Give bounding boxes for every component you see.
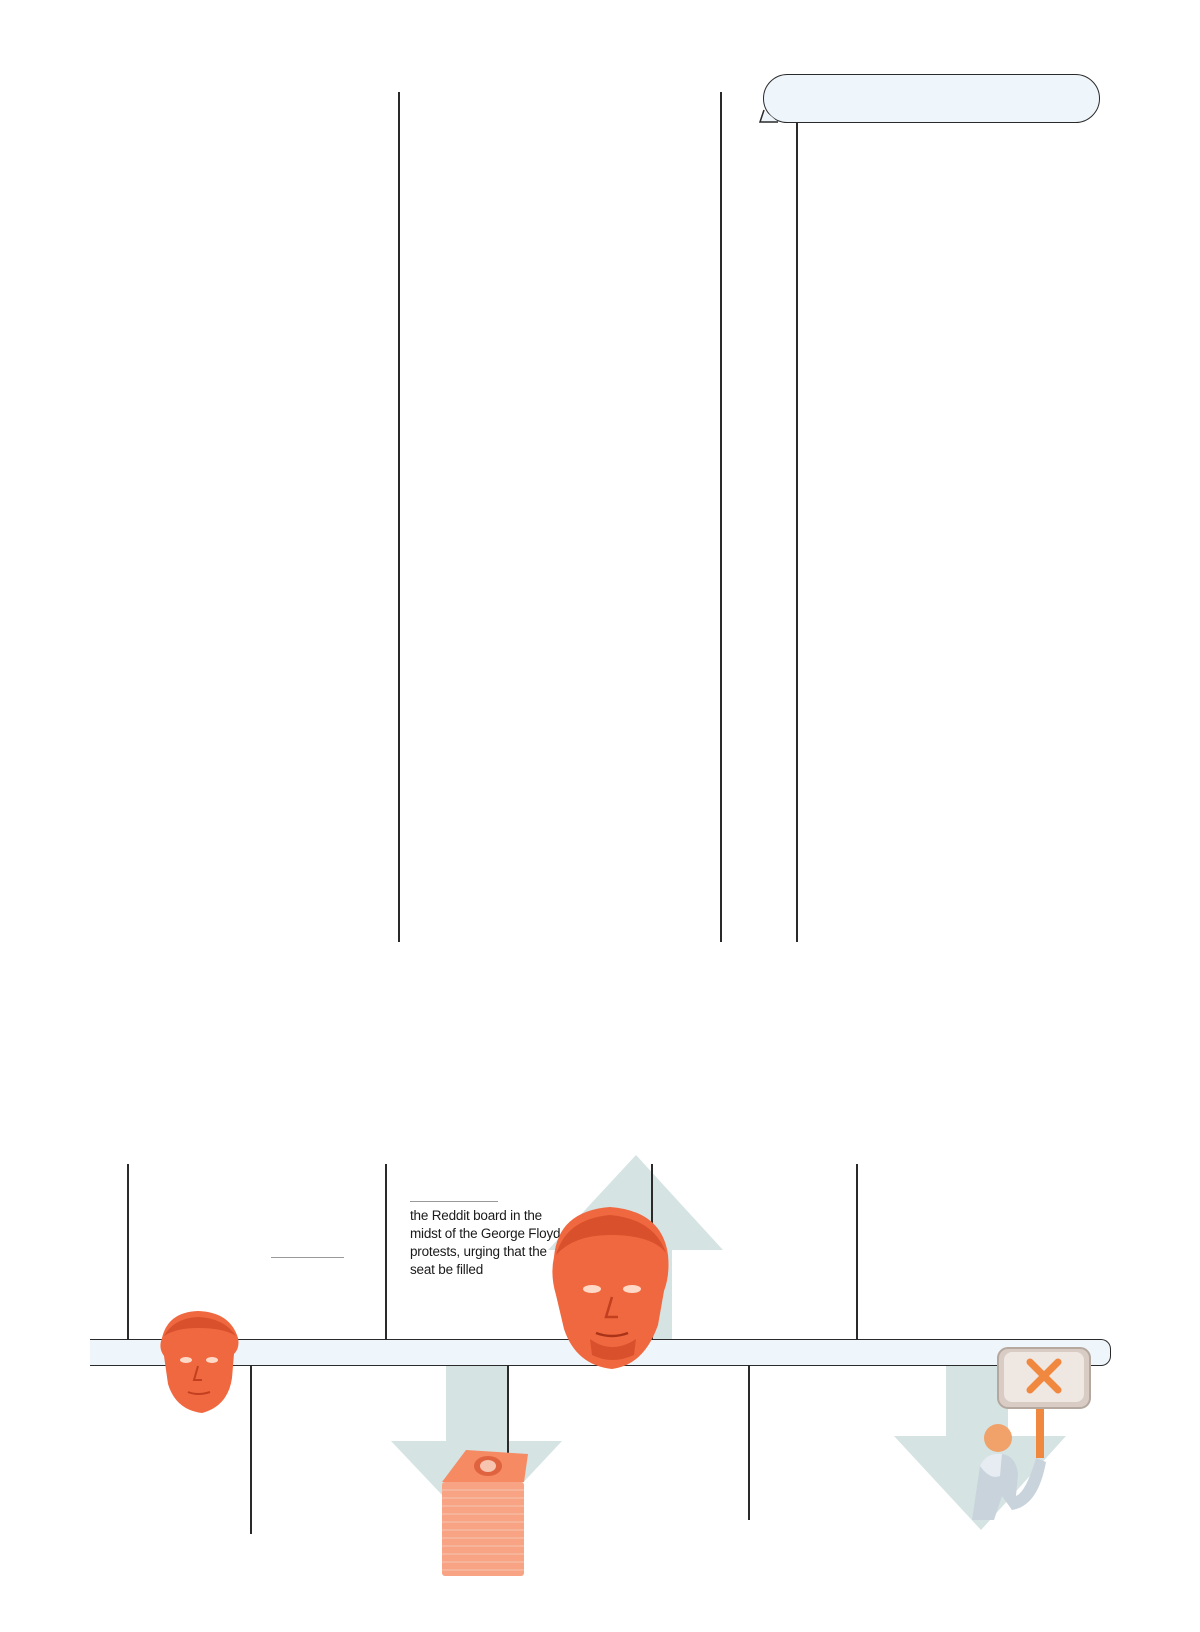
column-divider-1 bbox=[398, 92, 400, 942]
portrait-icon bbox=[552, 1207, 669, 1369]
column-divider-2 bbox=[720, 92, 722, 942]
protest-sign-icon bbox=[972, 1347, 1091, 1520]
timeline-tick-down bbox=[507, 1366, 509, 1534]
speech-bubble bbox=[763, 74, 1100, 123]
timeline-tick-up bbox=[385, 1164, 387, 1339]
money-stack-icon bbox=[442, 1450, 528, 1576]
timeline-tick-down bbox=[748, 1366, 750, 1520]
timeline-tick-down bbox=[250, 1366, 252, 1534]
bubble-stem-line bbox=[796, 122, 798, 942]
timeline-tick-up bbox=[127, 1164, 129, 1339]
portrait-icon bbox=[160, 1311, 239, 1413]
timeline-note: the Reddit board in the midst of the Geo… bbox=[410, 1208, 561, 1277]
rule-line bbox=[271, 1257, 344, 1258]
rule-line bbox=[410, 1201, 498, 1202]
timeline-tick-up bbox=[856, 1164, 858, 1339]
speech-bubble-tail bbox=[758, 109, 778, 123]
